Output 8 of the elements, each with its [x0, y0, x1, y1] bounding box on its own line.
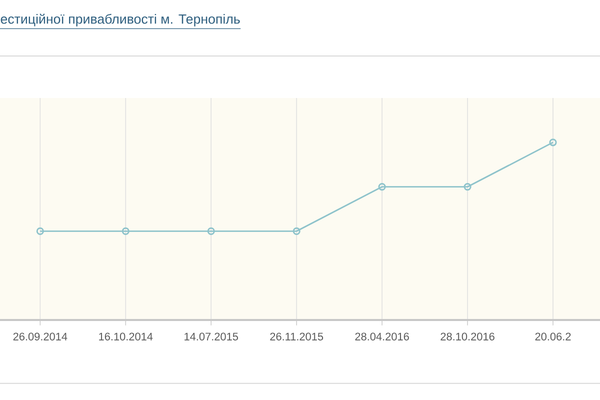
x-tick-label: 20.06.2: [535, 332, 571, 340]
x-tick-label: 28.10.2016: [440, 332, 494, 340]
x-tick-label: 16.10.2014: [99, 332, 153, 340]
x-tick-label: 26.11.2015: [270, 332, 324, 340]
x-tick-label: 28.04.2016: [355, 332, 409, 340]
x-tick-label: 26.09.2014: [13, 332, 68, 340]
x-tick-label: 14.07.2015: [184, 332, 238, 340]
chart-title: естиційної привабливості м. Тернопіль: [0, 14, 240, 26]
